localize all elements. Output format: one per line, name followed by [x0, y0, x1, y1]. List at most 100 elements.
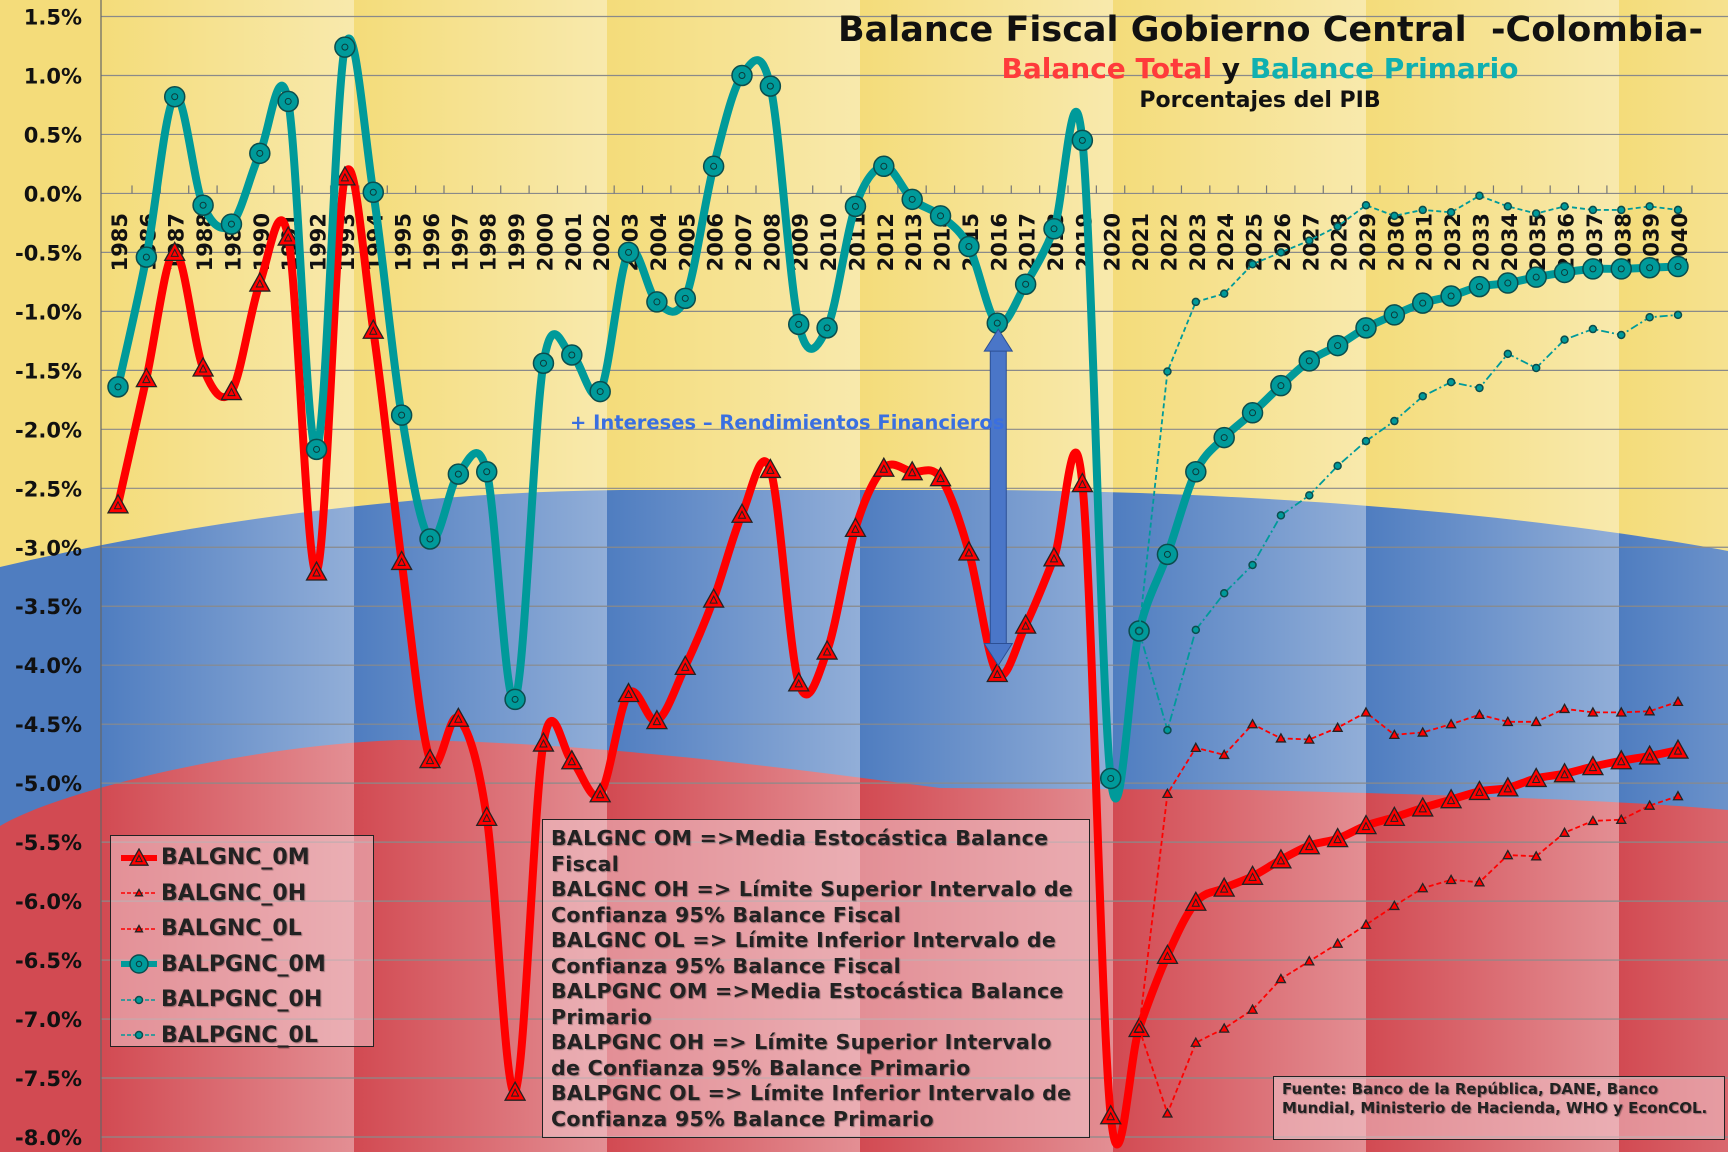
circle-marker-dot [766, 82, 774, 90]
legend-label: BALPGNC_0M [161, 951, 326, 977]
circle-line-icon [121, 1031, 157, 1040]
triangle-marker [589, 782, 612, 803]
triangle-line-icon [121, 923, 157, 933]
triangle-marker [1241, 864, 1264, 885]
triangle-marker [1638, 744, 1661, 765]
triangle-marker [1581, 755, 1605, 776]
circle-marker [1248, 259, 1257, 269]
circle-marker [1610, 258, 1633, 280]
triangle-marker-inner [482, 813, 492, 822]
circle-marker [1503, 349, 1513, 359]
triangle-marker [1161, 787, 1174, 799]
triangle-marker [1360, 918, 1372, 929]
subtitle-and: y [1222, 52, 1240, 85]
triangle-marker [1190, 741, 1202, 753]
circle-marker [1446, 377, 1456, 387]
y-tick-label: -6.5% [15, 949, 82, 973]
x-tick-label: 2035 [1526, 213, 1550, 271]
x-tick-label: 1998 [477, 213, 501, 271]
triangle-marker [1672, 695, 1684, 707]
triangle-marker-inner [1248, 872, 1257, 881]
triangle-marker-inner [170, 248, 180, 257]
y-tick-label: 0.0% [24, 182, 82, 206]
circle-marker [134, 1031, 144, 1040]
x-tick-label: 1985 [108, 213, 132, 271]
note: BALPGNC OL => Límite Inferior Intervalo … [551, 1081, 1072, 1131]
circle-marker [1617, 205, 1626, 215]
circle-marker [1270, 374, 1292, 397]
x-tick-label: 2036 [1555, 213, 1579, 271]
y-tick-label: -4.5% [15, 713, 82, 737]
y-tick-label: 1.5% [24, 6, 82, 30]
circle-marker-dot [965, 242, 973, 250]
circle-marker-dot [256, 149, 264, 157]
triangle-marker [1388, 728, 1400, 740]
subtitle-primary: Balance Primario [1250, 52, 1519, 85]
series-balgnc-0l [1133, 790, 1684, 1118]
background-stripe [1366, 0, 1619, 1152]
triangle-marker [1275, 973, 1287, 984]
circle-marker [1531, 363, 1541, 373]
triangle-marker-inner [624, 689, 633, 699]
circle-marker-dot [454, 470, 462, 478]
triangle-marker [1558, 826, 1571, 837]
triangle-marker [1161, 1107, 1174, 1118]
circle-marker [1071, 129, 1094, 152]
circle-marker-dot [369, 188, 377, 196]
circle-marker-dot [1504, 279, 1512, 287]
triangle-marker [1133, 1022, 1145, 1033]
triangle-marker-inner [135, 853, 143, 862]
circle-marker [1248, 560, 1257, 570]
circle-marker [447, 463, 470, 485]
y-tick-label: 1.0% [24, 64, 82, 88]
circle-marker [1361, 200, 1371, 210]
circle-marker [1475, 383, 1484, 393]
circle-marker [1525, 266, 1547, 288]
x-tick-label: 2001 [562, 213, 586, 271]
triangle-marker-inner [992, 669, 1002, 678]
y-tick-label: -0.5% [15, 241, 82, 265]
triangle-marker [1417, 882, 1429, 893]
x-tick-label: 2023 [1186, 213, 1210, 271]
triangle-marker-inner [680, 662, 690, 671]
triangle-marker-inner [368, 326, 378, 335]
series-line [1138, 314, 1679, 734]
circle-marker-dot [1589, 265, 1597, 273]
triangle-line-icon [121, 847, 157, 866]
triangle-marker-inner [255, 278, 265, 288]
legend-label: BALGNC_0M [161, 845, 310, 871]
legend-item: BALGNC_0M [111, 840, 373, 876]
triangle-marker [1298, 834, 1321, 855]
triangle-line-icon [121, 888, 157, 897]
circle-marker-dot [1617, 265, 1625, 273]
circle-marker-dot [625, 248, 633, 256]
triangle-marker [1071, 472, 1094, 493]
triangle-marker [986, 662, 1009, 683]
y-axis: 1.5% 1.0% 0.5% 0.0% -0.5% -1.0% -1.5% -2.0% -2.5… [15, 0, 102, 1152]
triangle-marker-inner [1276, 855, 1286, 865]
x-tick-label: 2026 [1271, 213, 1295, 271]
triangle-marker [1558, 703, 1571, 714]
triangle-marker-inner [1304, 841, 1314, 851]
triangle-marker-inner [1616, 756, 1626, 766]
circle-marker [1531, 209, 1541, 218]
triangle-marker-inner [1531, 774, 1541, 783]
triangle-marker-inner [879, 464, 889, 473]
x-tick-label: 2033 [1469, 213, 1493, 271]
triangle-marker-inner [142, 374, 151, 384]
circle-marker [901, 188, 923, 211]
circle-marker-dot [1475, 283, 1483, 291]
triangle-marker [418, 748, 442, 769]
triangle-marker-inner [766, 465, 775, 474]
triangle-marker [1502, 849, 1514, 860]
double-arrow-shaft [989, 346, 1007, 648]
circle-marker [1305, 236, 1314, 245]
x-tick-label: 2032 [1441, 213, 1465, 271]
triangle-marker-inner [737, 510, 747, 519]
chart-titles: Balance Fiscal Gobierno Central -Colombi… [838, 10, 1703, 113]
triangle-marker [135, 367, 158, 388]
series-line [1138, 194, 1679, 632]
circle-marker-dot [568, 351, 576, 359]
triangle-marker [248, 271, 271, 292]
circle-marker [731, 64, 753, 87]
